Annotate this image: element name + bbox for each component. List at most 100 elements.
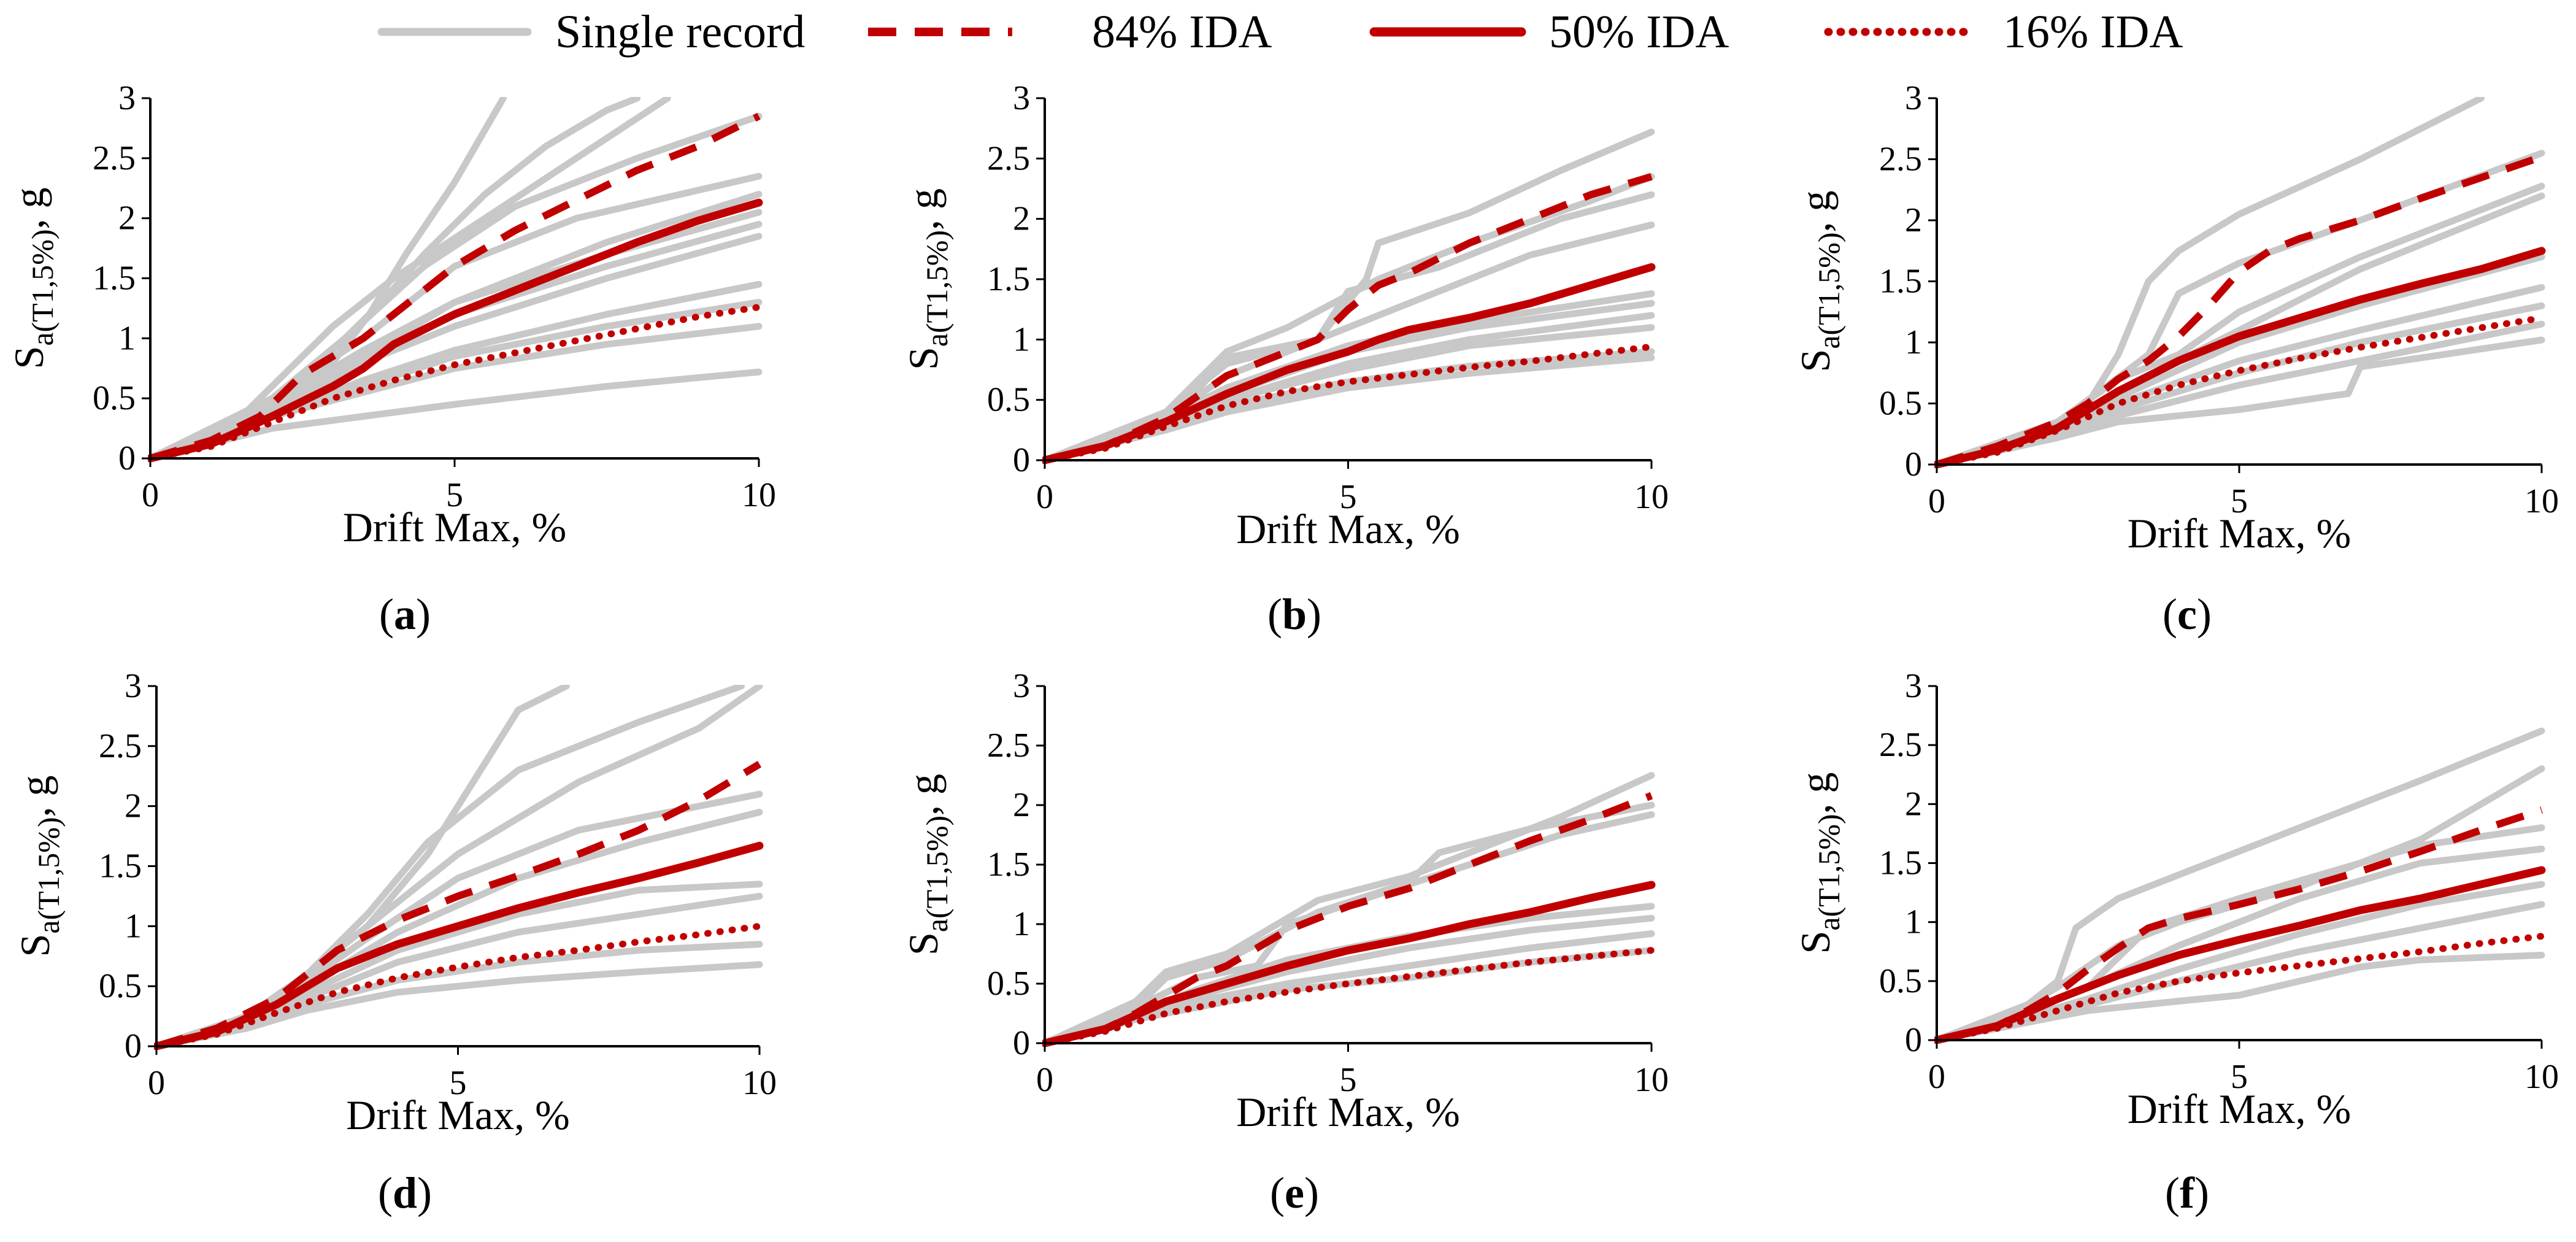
panel-caption-b: (b) (1267, 590, 1321, 639)
legend-item-p16: 16% IDA (1824, 6, 2183, 58)
x-axis-title-f: Drift Max, % (2128, 1086, 2351, 1132)
x-tick-label-e: 10 (1634, 1061, 1669, 1099)
y-axis-title-main-f: S (1792, 931, 1839, 954)
y-tick-label-d: 0.5 (99, 967, 142, 1005)
y-tick-label-f: 2 (1905, 785, 1922, 823)
legend-item-p50: 50% IDA (1369, 6, 1729, 58)
y-tick-label-c: 1.5 (1879, 263, 1922, 301)
x-axis-title-b: Drift Max, % (1236, 506, 1459, 552)
y-tick-label-d: 2.5 (99, 727, 142, 765)
y-tick-label-f: 3 (1905, 667, 1922, 705)
y-tick-label-f: 1 (1905, 903, 1922, 941)
single-record-line-c-9 (1934, 336, 2545, 468)
chart-panel-b: 0 0.5 1 1.5 2 2.5 3 0 5 10 Drift Max, % Sa(T1,5%), … (900, 79, 1669, 639)
y-axis-title-b: Sa(T1,5%), g (900, 188, 954, 370)
single-record-line-e-3 (1042, 811, 1655, 1047)
y-tick-label-d: 2 (125, 787, 142, 825)
y-tick-label-d: 1.5 (99, 847, 142, 885)
y-axis-title-main-c: S (1792, 349, 1839, 372)
y-tick-label-c: 3 (1905, 79, 1922, 117)
y-tick-label-c: 0.5 (1879, 385, 1922, 423)
ida-84-line-c (1936, 153, 2543, 468)
y-axis-title-subscript-d: a(T1,5%) (31, 817, 66, 933)
x-tick-label-d: 10 (742, 1064, 777, 1102)
y-tick-label-d: 3 (125, 667, 142, 705)
x-axis-title-a: Drift Max, % (343, 504, 566, 550)
x-tick-label-f: 5 (2231, 1058, 2248, 1096)
x-tick-label-e: 5 (1340, 1061, 1357, 1099)
y-tick-label-a: 1 (118, 319, 136, 357)
y-tick-label-a: 0.5 (93, 379, 136, 417)
ida-16-line-e (1042, 947, 1655, 1047)
single-record-line-e-7 (1042, 947, 1655, 1047)
ida-16-line-c (1934, 314, 2545, 468)
legend-label-single: Single record (555, 6, 805, 58)
chart-panel-a: 0 0.5 1 1.5 2 2.5 3 0 5 10 Drift Max, % Sa(T1,5%), … (6, 79, 776, 639)
y-tick-label-b: 1.5 (987, 260, 1030, 298)
ida-50-line-d (154, 841, 764, 1050)
y-tick-label-e: 2.5 (987, 727, 1030, 765)
ida-16-line-b (1042, 343, 1655, 464)
y-axis-title-f: Sa(T1,5%), g (1792, 772, 1846, 954)
ida-50-line-e (1042, 881, 1656, 1047)
y-axis-title-main-a: S (6, 346, 52, 369)
x-axis-title-e: Drift Max, % (1236, 1089, 1459, 1135)
ida-50-line-b (1042, 263, 1656, 464)
y-tick-label-b: 0.5 (987, 381, 1030, 419)
y-tick-label-e: 0 (1013, 1024, 1030, 1062)
x-tick-label-a: 0 (142, 476, 159, 514)
y-tick-label-c: 2 (1905, 201, 1922, 239)
x-tick-label-d: 0 (148, 1064, 165, 1102)
y-tick-label-b: 2.5 (987, 139, 1030, 177)
y-axis-title-subscript-e: a(T1,5%) (920, 816, 954, 932)
single-record-line-c-3 (1934, 182, 2545, 468)
y-tick-label-e: 0.5 (987, 965, 1030, 1003)
x-tick-label-f: 0 (1928, 1058, 1945, 1096)
y-tick-label-d: 0 (125, 1027, 142, 1065)
y-axis-title-subscript-c: a(T1,5%) (1812, 232, 1846, 349)
y-tick-label-f: 2.5 (1879, 726, 1922, 764)
y-tick-label-f: 0.5 (1879, 962, 1922, 1000)
y-axis-title-c: Sa(T1,5%), g (1792, 190, 1846, 372)
panel-caption-e: (e) (1270, 1168, 1319, 1217)
x-tick-label-c: 10 (2524, 482, 2559, 520)
single-record-line-f-7 (1934, 952, 2545, 1044)
chart-panel-c: 0 0.5 1 1.5 2 2.5 3 0 5 10 Drift Max, % Sa(T1,5%), … (1792, 79, 2559, 639)
single-record-line-d-2 (154, 685, 745, 1050)
y-tick-label-e: 3 (1013, 667, 1030, 705)
chart-panel-f: 0 0.5 1 1.5 2 2.5 3 0 5 10 Drift Max, % Sa(T1,5%), … (1792, 667, 2559, 1217)
single-record-line-d-9 (154, 961, 763, 1050)
ida-84-line-b (1044, 173, 1653, 464)
single-record-line-b-10 (1042, 354, 1655, 464)
legend-label-p16: 16% IDA (2003, 6, 2183, 58)
single-record-line-c-4 (1934, 192, 2545, 468)
y-tick-label-a: 2 (118, 199, 136, 237)
ida-16-line-f (1934, 933, 2545, 1044)
y-tick-label-b: 0 (1013, 441, 1030, 479)
y-tick-label-b: 1 (1013, 320, 1030, 358)
ida-50-line-f (1934, 866, 2546, 1044)
x-tick-label-b: 5 (1340, 478, 1357, 516)
y-axis-title-unit-d: , g (12, 775, 58, 817)
y-axis-title-unit-e: , g (900, 774, 947, 816)
y-tick-label-f: 1.5 (1879, 844, 1922, 882)
panel-caption-d: (d) (378, 1168, 432, 1217)
legend-label-p84: 84% IDA (1092, 6, 1272, 58)
legend: Single record 84% IDA 50% IDA 16% IDA (377, 6, 2183, 58)
panel-caption-a: (a) (379, 590, 431, 639)
y-axis-title-main-e: S (900, 932, 947, 955)
y-tick-label-b: 3 (1013, 79, 1030, 117)
ida-50-line-c (1934, 247, 2546, 468)
single-record-line-b-3 (1042, 191, 1655, 464)
y-tick-label-e: 1.5 (987, 846, 1030, 884)
legend-item-single: Single record (377, 6, 805, 58)
y-tick-label-c: 2.5 (1879, 141, 1922, 179)
legend-label-p50: 50% IDA (1549, 6, 1729, 58)
single-record-line-d-3 (154, 685, 763, 1050)
y-tick-label-d: 1 (125, 907, 142, 945)
x-tick-label-b: 0 (1036, 478, 1053, 516)
y-axis-title-unit-c: , g (1792, 190, 1839, 232)
y-tick-label-a: 0 (118, 439, 136, 477)
